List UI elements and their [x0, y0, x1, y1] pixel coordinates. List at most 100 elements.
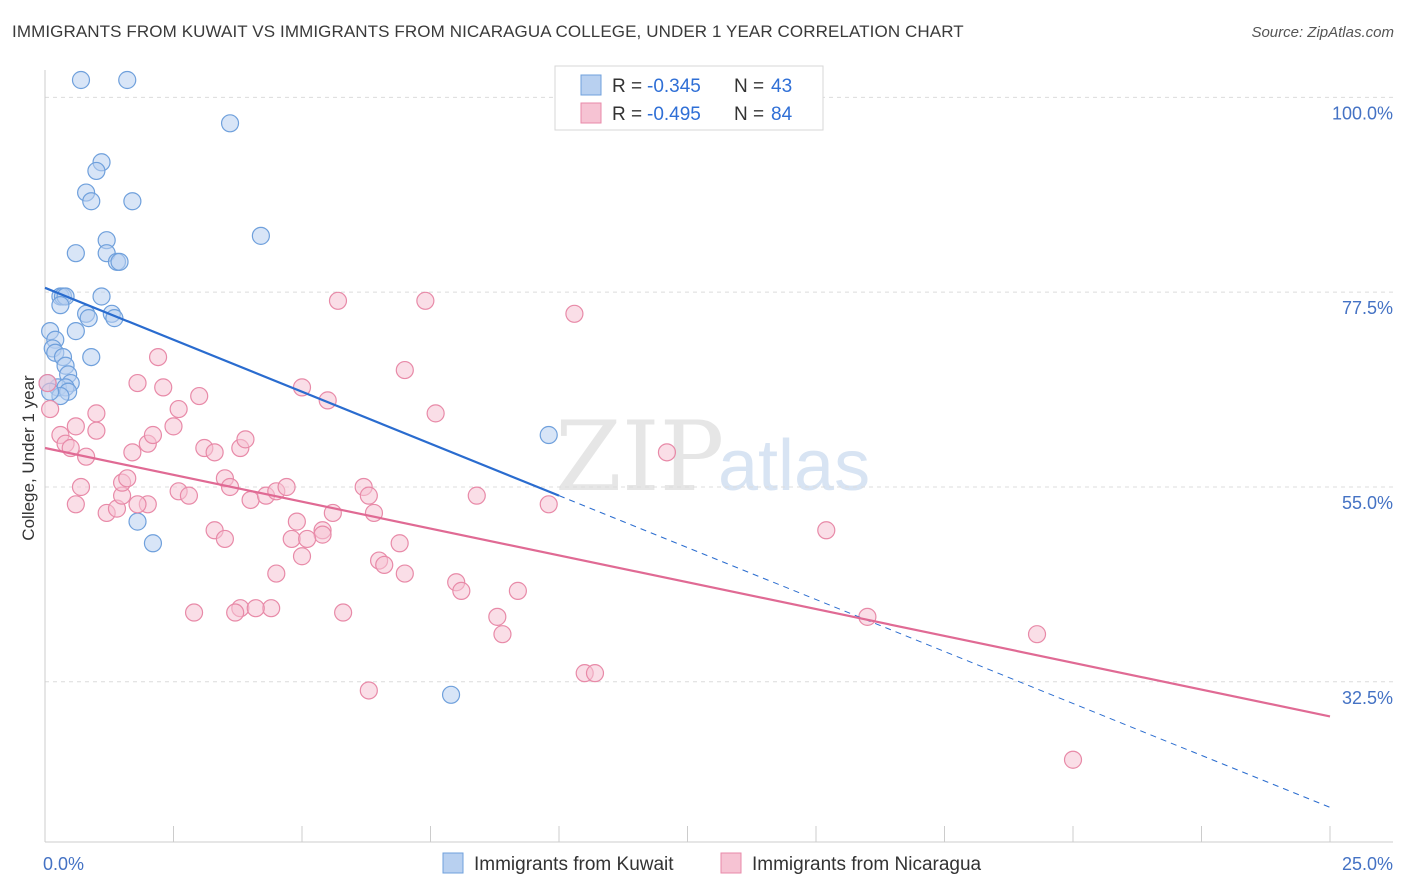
point-nicaragua-41	[282, 529, 301, 549]
point-nicaragua-26	[190, 386, 209, 406]
point-kuwait-11	[66, 244, 85, 263]
point-nicaragua-6	[87, 421, 106, 440]
point-nicaragua-64	[395, 360, 414, 380]
point-kuwait-1	[118, 70, 137, 90]
point-kuwait-18	[51, 296, 70, 315]
point-nicaragua-54	[313, 525, 332, 544]
legend-n-value-kuwait: 43	[771, 76, 792, 97]
bottom-legend-swatch-nicaragua	[720, 852, 742, 874]
legend-n-label-nicaragua: N =	[734, 104, 764, 125]
point-kuwait-7	[123, 192, 142, 211]
point-nicaragua-82	[334, 603, 353, 622]
legend-r-value-nicaragua: -0.495	[647, 104, 701, 125]
point-nicaragua-10	[66, 495, 85, 514]
legend: R = -0.345 N = 43 R = -0.495 N = 84	[554, 65, 824, 131]
legend-r-label-nicaragua: R =	[612, 104, 642, 125]
point-nicaragua-71	[508, 581, 527, 600]
point-nicaragua-28	[205, 443, 224, 462]
point-nicaragua-72	[539, 495, 558, 514]
point-nicaragua-65	[426, 404, 445, 423]
watermark-zip: ZIP	[555, 401, 724, 513]
point-nicaragua-34	[179, 486, 199, 505]
point-nicaragua-63	[416, 291, 435, 310]
point-nicaragua-21	[128, 373, 147, 393]
point-nicaragua-25	[148, 347, 168, 367]
point-nicaragua-70	[493, 625, 512, 644]
point-kuwait-29	[82, 347, 101, 367]
gridlines	[45, 96, 1393, 683]
legend-swatch-kuwait	[580, 74, 602, 96]
point-nicaragua-18	[143, 425, 163, 445]
point-nicaragua-0	[38, 373, 57, 393]
point-nicaragua-67	[452, 581, 471, 600]
point-nicaragua-48	[226, 603, 245, 622]
point-kuwait-4	[87, 161, 106, 181]
bottom-legend-label-kuwait: Immigrants from Kuwait	[474, 854, 674, 875]
point-kuwait-17	[92, 287, 111, 306]
y-axis-label: College, Under 1 year	[19, 375, 38, 541]
point-kuwait-24	[66, 322, 85, 341]
point-kuwait-2	[220, 114, 240, 133]
trend-lines	[44, 286, 1331, 808]
point-nicaragua-47	[246, 599, 265, 618]
point-nicaragua-42	[287, 512, 306, 531]
point-kuwait-0	[71, 70, 91, 90]
point-nicaragua-73	[565, 304, 584, 323]
trend-line-kuwait	[44, 286, 560, 497]
point-kuwait-37	[539, 425, 558, 445]
point-nicaragua-83	[359, 681, 378, 700]
point-nicaragua-7	[87, 404, 106, 423]
legend-n-value-nicaragua: 84	[771, 104, 793, 125]
legend-n-label-kuwait: N =	[734, 76, 764, 97]
watermark-atlas: atlas	[718, 426, 870, 506]
point-kuwait-8	[251, 226, 270, 245]
y-tick-labels: 100.0% 77.5% 55.0% 32.5%	[1332, 103, 1393, 707]
point-nicaragua-69	[488, 607, 507, 626]
point-nicaragua-55	[298, 529, 317, 549]
point-nicaragua-76	[657, 443, 677, 462]
point-nicaragua-40	[277, 477, 296, 497]
point-nicaragua-24	[164, 417, 183, 436]
point-nicaragua-36	[236, 430, 255, 449]
point-nicaragua-22	[154, 378, 173, 397]
chart-title: IMMIGRANTS FROM KUWAIT VS IMMIGRANTS FRO…	[12, 22, 964, 41]
point-nicaragua-44	[292, 547, 312, 566]
point-nicaragua-81	[328, 291, 348, 310]
y-tick-label-2: 55.0%	[1342, 493, 1393, 513]
point-nicaragua-62	[395, 564, 414, 583]
y-tick-label-0: 100.0%	[1332, 103, 1393, 123]
point-nicaragua-49	[184, 603, 204, 622]
trend-line-kuwait-extension	[558, 495, 1331, 808]
point-nicaragua-1	[41, 399, 60, 419]
point-nicaragua-20	[128, 495, 147, 514]
point-nicaragua-60	[375, 555, 394, 575]
legend-swatch-nicaragua	[580, 102, 602, 124]
point-kuwait-40	[441, 685, 461, 704]
watermark: ZIP atlas	[555, 401, 870, 513]
legend-r-label-kuwait: R =	[612, 76, 642, 97]
series-nicaragua-points	[38, 291, 1083, 769]
bottom-legend: Immigrants from Kuwait Immigrants from N…	[442, 852, 982, 875]
point-nicaragua-61	[390, 534, 409, 553]
bottom-legend-swatch-kuwait	[442, 852, 464, 874]
x-tick-label-max: 25.0%	[1342, 854, 1393, 874]
point-nicaragua-5	[66, 417, 85, 436]
point-kuwait-39	[143, 534, 163, 553]
axes	[44, 70, 1393, 843]
point-nicaragua-9	[71, 477, 91, 497]
point-nicaragua-45	[262, 599, 281, 618]
point-nicaragua-77	[817, 521, 836, 540]
point-kuwait-6	[82, 192, 101, 211]
x-tick-label-min: 0.0%	[43, 854, 84, 874]
trend-line-nicaragua	[44, 446, 1331, 718]
chart-source: Source: ZipAtlas.com	[1251, 24, 1394, 41]
point-nicaragua-79	[1027, 625, 1047, 644]
point-nicaragua-43	[267, 564, 286, 583]
legend-r-value-kuwait: -0.345	[647, 76, 701, 97]
point-nicaragua-37	[241, 490, 260, 510]
point-nicaragua-78	[858, 607, 877, 626]
point-nicaragua-80	[1063, 750, 1083, 769]
point-nicaragua-75	[585, 664, 605, 683]
point-kuwait-13	[110, 252, 129, 271]
